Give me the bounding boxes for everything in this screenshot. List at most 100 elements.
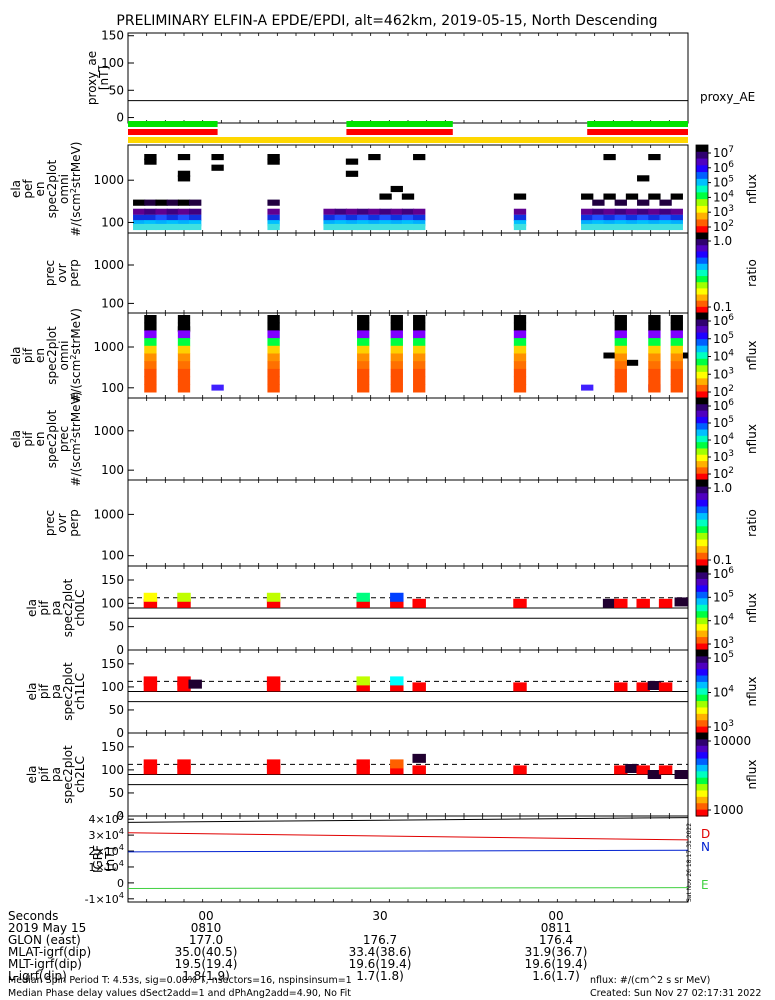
pef-ratio-colorbar-segment [696, 260, 708, 265]
pif-omni-column-cell [513, 338, 527, 347]
pa-ch2-colorbar-segment [696, 752, 708, 756]
pa-ch2-cell [356, 765, 370, 775]
pa-ch1-ylabel-line: spec2plot [61, 662, 75, 721]
pef-omni-cell [390, 220, 403, 227]
pif-omni-column-cell [357, 315, 370, 324]
pif-omni-column-cell [513, 361, 527, 370]
igrf-legend-D: D [701, 827, 710, 841]
pif-ratio-colorbar-segment [696, 506, 708, 511]
pif-omni-column-cell [413, 338, 426, 347]
pa-ch2-colorbar-title: nflux [745, 760, 759, 790]
pef-ratio-colorbar-segment [696, 288, 708, 293]
pef-omni-cell [345, 208, 359, 215]
pif-omni-cell [625, 359, 639, 366]
pef-omni-cell [659, 223, 672, 231]
pif-omni-column-cell [648, 338, 661, 347]
pef-omni-colorbar-segment [696, 192, 708, 197]
pa-ch0-colorbar-segment [696, 601, 708, 606]
status-bar-segment [346, 129, 453, 135]
pif-omni-column-cell [144, 384, 157, 393]
pa-ch0-cell [674, 597, 688, 607]
pef-omni-colorbar-segment [696, 158, 708, 163]
pa-ch1-cell [143, 682, 158, 692]
pif-omni-colorbar-segment [696, 326, 708, 330]
pef-ratio-colorbar-segment [696, 297, 708, 302]
pa-ch0-ytick-label: 100 [101, 596, 124, 610]
pa-ch1-colorbar-label: 104 [713, 685, 734, 700]
pa-ch1-colorbar-segment [696, 656, 708, 661]
pif-omni-colorbar-segment [696, 358, 708, 363]
xaxis-row-value: 1.8(1.9) [182, 969, 230, 983]
pef-ratio-colorbar-segment [696, 291, 708, 296]
pif-omni-column-cell [670, 384, 683, 393]
pef-ratio-colorbar: ratio [695, 232, 759, 314]
pif-ratio-colorbar: ratio [695, 479, 759, 567]
pif-omni-column-cell [267, 384, 280, 393]
pif-prec-colorbar-segment [696, 404, 708, 409]
pif-omni-column-cell [390, 384, 403, 393]
pif-prec-colorbar-segment [696, 423, 708, 427]
pef-omni-cell [368, 154, 381, 161]
pif-ratio-frame [127, 479, 689, 567]
pif-omni-column-cell [513, 345, 527, 354]
pif-omni-colorbar-segment [696, 394, 708, 399]
pef-omni-colorbar-segment [696, 189, 708, 193]
pa-ch2-colorbar-segment [696, 800, 708, 804]
pa-ch0-colorbar-segment [696, 585, 708, 590]
footer-line-2: Median Phase delay values dSect2add=1 an… [8, 988, 351, 999]
pif-ratio-ylabel-line: perp [67, 509, 81, 537]
pef-omni-cell [345, 170, 359, 177]
pif-prec-colorbar-label: 103 [713, 449, 734, 464]
pef-ratio-ytick-label: 1000 [93, 258, 124, 272]
pef-omni-cell [323, 214, 336, 221]
pef-omni-cell [581, 220, 594, 227]
pef-omni-colorbar-label: 104 [713, 189, 734, 204]
pif-omni-column-cell [267, 315, 280, 324]
pa-ch1-cell [266, 676, 281, 686]
pif-prec-colorbar-segment [696, 464, 708, 468]
pif-omni-column-cell [267, 330, 280, 339]
xaxis-row-value: 33.4(38.6) [349, 945, 412, 959]
pif-omni-column-cell [144, 338, 157, 347]
pa-ch0-ytick-label: 150 [101, 573, 124, 587]
pif-ratio-ytick-label: 100 [101, 549, 124, 563]
pa-ch2-colorbar-segment [696, 796, 708, 801]
pef-omni-cell [379, 223, 392, 231]
pa-ch2-ytick-label: 0 [116, 809, 124, 823]
pef-ratio-ylabel-line: ovr [55, 263, 69, 282]
pa-ch0-cell [658, 598, 673, 608]
pif-omni-column-cell [390, 368, 403, 378]
pef-omni-colorbar-segment [696, 178, 708, 183]
pif-omni-column-cell [670, 361, 683, 370]
pa-ch1-ytick-label: 150 [101, 657, 124, 671]
pef-omni-cell [513, 214, 527, 221]
pa-ch1-colorbar-label: 105 [713, 650, 734, 665]
pef-omni-cell [133, 214, 146, 221]
pef-omni-cell [648, 214, 661, 221]
pif-omni-cell [603, 352, 616, 359]
pa-ch0-colorbar-segment [696, 627, 708, 632]
pef-omni-ylabel-line: spec2plot [45, 159, 59, 218]
pif-omni-column-cell [390, 338, 403, 347]
pef-omni-cell [133, 220, 146, 227]
pa-ch1-colorbar-segment [696, 726, 708, 731]
pif-ratio-colorbar-segment [696, 480, 708, 484]
pef-omni-cell [368, 214, 381, 221]
pef-ratio-ylabel-line: perp [67, 259, 81, 287]
pif-ratio-colorbar-segment [696, 509, 708, 514]
pef-omni-cell [637, 175, 650, 182]
pef-omni-cell [267, 208, 280, 215]
igrf-series-line [127, 887, 689, 889]
pa-ch0-colorbar-segment [696, 572, 708, 577]
pa-ch0-ylabel-line: ch0LC [73, 590, 87, 627]
pif-omni-colorbar-segment [696, 375, 708, 379]
pif-prec-ylabel-line: #/(scm2strMeV) [69, 392, 83, 487]
pef-ratio-colorbar-segment [696, 300, 708, 305]
pif-ratio-colorbar-segment [696, 513, 708, 517]
proxy-ae-ytick-label: 100 [101, 56, 124, 70]
pa-ch2-colorbar-segment [696, 787, 708, 792]
pef-omni-cell [357, 223, 370, 231]
pif-omni-colorbar-segment [696, 319, 708, 324]
pef-omni-cell [166, 208, 179, 215]
pef-ratio-colorbar-label: 0.1 [713, 300, 732, 314]
